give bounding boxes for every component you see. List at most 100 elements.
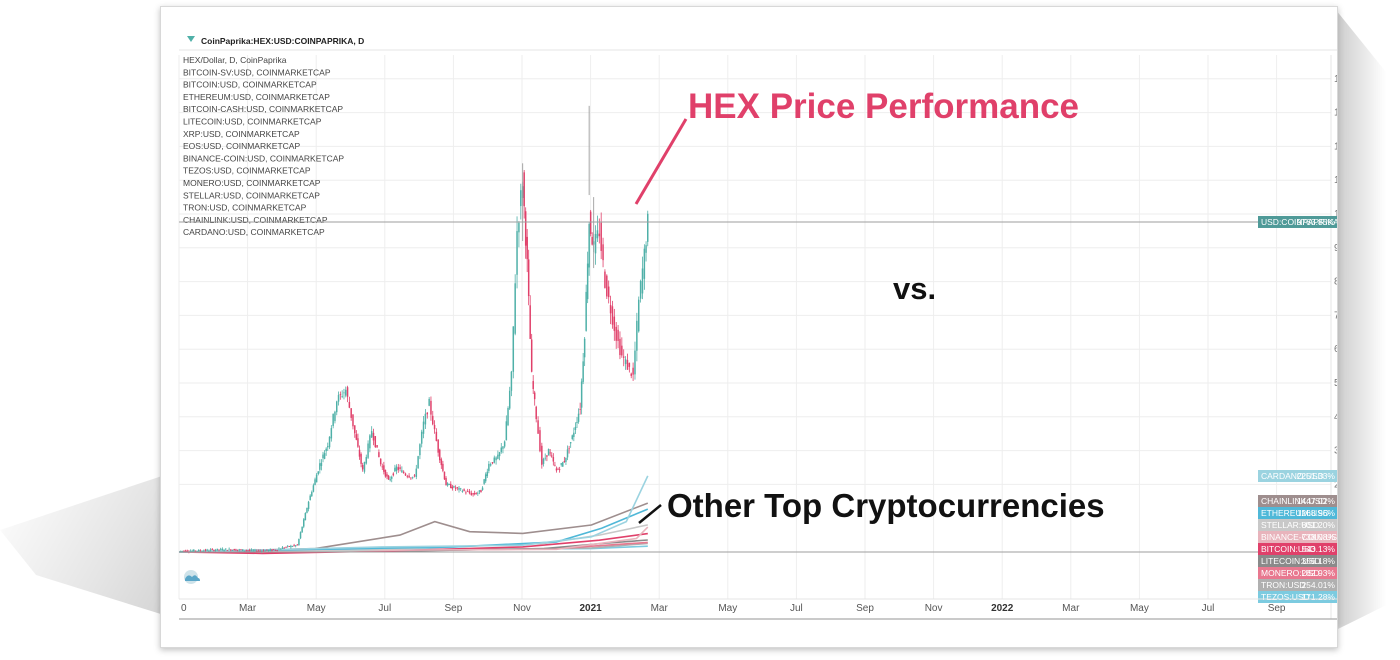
- time-axis: 0 Mar May Jul Sep Nov 2021 Mar May Jul Sep Nov 2022 M…: [181, 603, 1286, 614]
- candle-body: [278, 548, 280, 550]
- legend-entry: LITECOIN:USD, COINMARKETCAP: [183, 117, 322, 127]
- candle-body: [183, 550, 185, 552]
- candle-body: [294, 545, 297, 547]
- candle-body: [269, 549, 272, 551]
- candle-body: [301, 526, 303, 533]
- candle-body: [235, 549, 237, 551]
- candle-body: [463, 489, 465, 491]
- tag-name: BITCOIN:USD: [1261, 544, 1316, 554]
- candle-body: [568, 448, 570, 450]
- x-tick-label: Jul: [378, 603, 391, 614]
- candle-body: [554, 464, 556, 466]
- candle-body: [560, 463, 562, 465]
- candle-body: [225, 548, 227, 550]
- candle-body: [497, 454, 499, 459]
- candle-body: [433, 424, 436, 430]
- candle-body: [320, 462, 323, 466]
- legend-entry: EOS:USD, COINMARKETCAP: [183, 141, 300, 151]
- candle-body: [332, 413, 334, 427]
- candle-body: [311, 491, 313, 497]
- candle-body: [537, 420, 539, 434]
- hex-annotation-pointer: [634, 118, 688, 205]
- candle-body: [406, 475, 409, 477]
- candle-body: [221, 548, 224, 551]
- candle-body: [383, 465, 385, 472]
- x-tick-label: Nov: [513, 603, 531, 614]
- legend-entry: XRP:USD, COINMARKETCAP: [183, 129, 300, 139]
- candle-body: [290, 545, 292, 548]
- candle-body: [343, 392, 345, 394]
- candle-body: [325, 448, 327, 452]
- candle-body: [569, 442, 572, 444]
- candle-body: [372, 432, 375, 441]
- legend-entry: TEZOS:USD, COINMARKETCAP: [183, 166, 311, 176]
- candle-body: [628, 362, 631, 367]
- candle-body: [341, 396, 343, 397]
- candle-body: [445, 478, 447, 486]
- candle-body: [448, 484, 450, 486]
- x-tick-label: Mar: [651, 603, 669, 614]
- tag-name: USD:COINPAPRIKA: [1261, 217, 1337, 227]
- candle-body: [546, 455, 548, 457]
- candle-body: [547, 449, 550, 456]
- candle-body: [357, 438, 359, 447]
- candle-body: [430, 400, 432, 415]
- candle-body: [410, 477, 412, 479]
- candle-body: [317, 471, 319, 475]
- candle-body: [276, 549, 278, 551]
- tag-name: CHAINLINK:USD: [1261, 496, 1327, 506]
- y-tick-label: 2000.00%: [1334, 479, 1337, 490]
- series-line: [178, 524, 648, 553]
- candle-body: [491, 462, 494, 464]
- candle-body: [520, 190, 522, 207]
- candle-body: [582, 361, 584, 382]
- candle-body: [621, 345, 623, 356]
- chart-grid: [178, 55, 1331, 599]
- candle-body: [532, 381, 534, 390]
- candle-body: [442, 463, 444, 471]
- legend-entry: MONERO:USD, COINMARKETCAP: [183, 178, 321, 188]
- candle-body: [500, 447, 503, 453]
- candle-body: [315, 474, 318, 483]
- candle-body: [203, 550, 205, 552]
- candle-body: [390, 476, 393, 479]
- series-line: [178, 532, 648, 555]
- y-tick-label: 6000.00%: [1334, 344, 1337, 355]
- tag-name: TRON:USD: [1261, 580, 1305, 590]
- candle-body: [636, 320, 638, 351]
- candle-body: [470, 492, 473, 495]
- candle-body: [346, 387, 349, 397]
- candle-body: [602, 244, 604, 261]
- tag-value: 282.93%: [1301, 568, 1335, 578]
- candle-body: [544, 457, 546, 459]
- candle-body: [435, 431, 438, 441]
- candle-body: [563, 461, 566, 463]
- candle-body: [609, 304, 612, 314]
- candle-body: [363, 462, 366, 472]
- candle-body: [604, 271, 606, 288]
- candle-body: [306, 507, 308, 513]
- candle-body: [323, 453, 326, 459]
- tag-name: CARDANO:USD: [1261, 471, 1324, 481]
- candle-body: [503, 441, 506, 447]
- candle-body: [440, 459, 443, 466]
- candle-body: [216, 548, 219, 551]
- candle-body: [408, 475, 410, 478]
- candle-body: [376, 445, 378, 448]
- candle-body: [630, 373, 632, 376]
- price-axis: 14000.00% 13000.00% 12000.00% 11000.00% 1000…: [1334, 74, 1337, 491]
- symbol-title: CoinPaprika:HEX:USD:COINPAPRIKA, D: [201, 36, 364, 46]
- candle-body: [184, 550, 187, 552]
- candle-body: [226, 550, 229, 551]
- x-tick-label: 2022: [991, 603, 1014, 614]
- x-tick-label: 2021: [579, 603, 602, 614]
- candle-body: [541, 445, 543, 465]
- candle-body: [555, 468, 558, 471]
- candle-body: [381, 466, 384, 468]
- candle-body: [218, 549, 220, 551]
